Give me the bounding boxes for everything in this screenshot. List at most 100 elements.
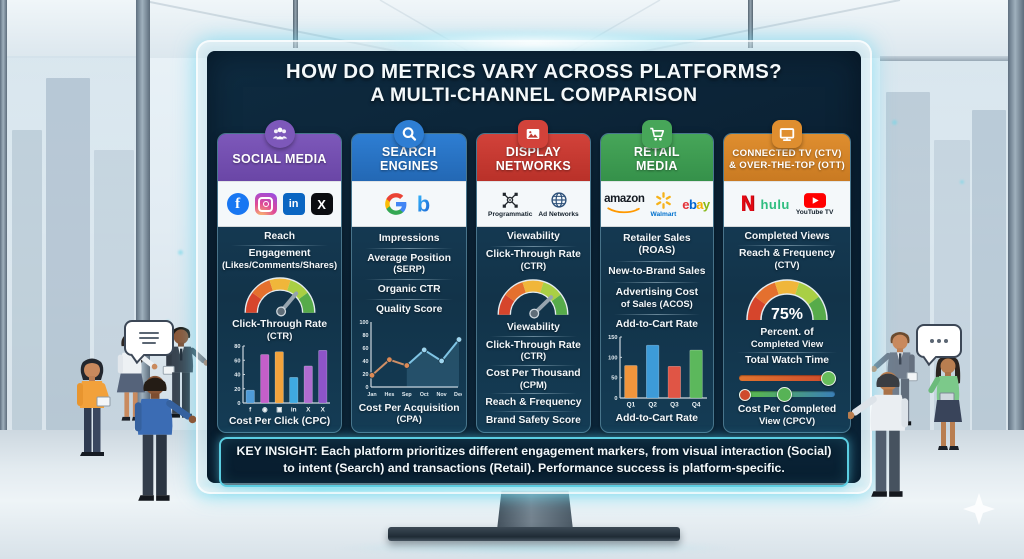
svg-text:60: 60 — [234, 358, 240, 364]
infographic-board: HOW DO METRICS VARY ACROSS PLATFORMS? A … — [207, 51, 861, 487]
svg-text:f: f — [249, 407, 252, 414]
programmatic-icon — [502, 192, 518, 208]
gauge-chart: 75% — [746, 279, 828, 323]
platform-logos-social-media: f in X — [218, 181, 342, 227]
metric-line: Viewability — [506, 231, 560, 243]
display-panel: HOW DO METRICS VARY ACROSS PLATFORMS? A … — [196, 30, 872, 494]
slider-left-knob[interactable] — [739, 388, 752, 401]
column-header-social-media: SOCIAL MEDIA — [218, 134, 342, 181]
metric-item: Completed Views — [728, 230, 846, 244]
monitor-base — [388, 527, 680, 541]
metric-line: (CTR) — [520, 350, 547, 362]
divider — [490, 336, 577, 338]
svg-text:Q4: Q4 — [692, 401, 701, 408]
divider — [737, 245, 837, 247]
svg-text:Jan: Jan — [368, 392, 377, 398]
bar-chart: 0 50 100 150 Q1 Q2 Q3 Q4 — [608, 335, 707, 408]
platform-logos-search-engines: b — [352, 181, 467, 227]
divider — [490, 364, 577, 366]
metric-line: Click-Through Rate — [232, 319, 328, 331]
metric-item: Cost Per Completed View (CPCV) — [728, 403, 846, 428]
metric-item: Impressions — [356, 232, 462, 246]
person-woman-green — [928, 355, 962, 450]
svg-text:20: 20 — [234, 387, 240, 393]
bar-chart-wrap: 0 50 100 150 Q1 Q2 Q3 Q4 — [605, 334, 709, 410]
programmatic-label: Programmatic — [488, 211, 533, 218]
adnetworks-icon — [550, 192, 567, 208]
metric-line: (CTV) — [774, 259, 800, 271]
column-retail-media: RETAIL MEDIA amazon Walmart ebay Retailer Sal… — [599, 120, 715, 433]
svg-text:Sep: Sep — [402, 392, 413, 398]
column-header-search-engines: SEARCH ENGINES — [352, 134, 467, 181]
key-insight-prefix: KEY INSIGHT: — [236, 444, 318, 458]
svg-text:100: 100 — [360, 320, 369, 326]
amazon-logo: amazon — [604, 193, 645, 214]
bar-chart-wrap: 0 20 40 60 80 f ◉ ▣ in X X — [222, 343, 337, 415]
svg-text:◉: ◉ — [262, 407, 268, 414]
person-woman-orange — [77, 358, 111, 456]
instagram-logo — [254, 193, 277, 215]
metric-line: (CPA) — [396, 413, 422, 425]
screen-glow — [200, 487, 864, 492]
svg-text:X: X — [320, 407, 325, 414]
slider-watch-time[interactable] — [739, 371, 837, 387]
adnetworks-label: Ad Networks — [538, 211, 579, 218]
slider-knob[interactable] — [821, 371, 837, 387]
metric-line: of Sales (ACOS) — [620, 297, 693, 309]
header-line: RETAIL — [633, 145, 680, 159]
facebook-logo: f — [226, 193, 249, 215]
slider-track — [739, 374, 835, 381]
page-title: HOW DO METRICS VARY ACROSS PLATFORMS? A … — [207, 51, 861, 107]
slider-knob[interactable] — [777, 387, 793, 403]
svg-text:0: 0 — [614, 396, 617, 402]
svg-text:Dec: Dec — [454, 392, 462, 398]
metric-item: Average Position (SERP) — [356, 252, 462, 277]
instagram-camera-icon — [258, 196, 274, 212]
key-insight-bar: KEY INSIGHT: Each platform prioritizes d… — [219, 437, 849, 487]
svg-text:▣: ▣ — [276, 407, 282, 414]
image-icon — [518, 120, 549, 148]
metric-line: Advertising Cost — [615, 287, 699, 299]
column-body-search-engines: Impressions Average Position (SERP) Organic… — [352, 227, 466, 432]
metric-item: Click-Through Rate (CTR) — [222, 318, 337, 343]
gauge-chart — [497, 279, 569, 319]
header-line: & OVER-THE-TOP (OTT) — [729, 159, 846, 171]
teal-dot — [178, 250, 183, 255]
header-line: SOCIAL MEDIA — [232, 151, 327, 166]
window-frame-post — [0, 0, 7, 500]
metric-line: (Likes/Comments/Shares) — [222, 258, 338, 270]
gauge-wrap: 75% — [728, 272, 846, 326]
svg-text:Hes: Hes — [385, 392, 395, 398]
header-line: MEDIA — [635, 158, 678, 173]
metric-line: Total Watch Time — [745, 355, 829, 367]
divider — [613, 260, 701, 262]
cart-icon — [641, 120, 672, 148]
divider — [490, 411, 577, 413]
metric-line: Reach — [264, 231, 296, 242]
amazon-wordmark: amazon — [604, 193, 645, 206]
metric-line: Impressions — [378, 232, 440, 244]
adnetworks-logo: Ad Networks — [538, 190, 579, 218]
metric-item: Cost Per Thousand (CPM) — [481, 367, 585, 392]
metric-item: Reach — [222, 230, 337, 244]
youtube-tv-label: YouTube TV — [795, 208, 834, 216]
svg-text:Q1: Q1 — [626, 401, 635, 408]
svg-text:Oct: Oct — [420, 392, 429, 398]
divider — [613, 313, 701, 315]
column-header-retail-media: RETAIL MEDIA — [600, 134, 714, 181]
column-body-display-networks: Viewability Click-Through Rate (CTR) Viewab… — [477, 227, 589, 432]
metric-item: Viewability — [481, 321, 585, 335]
metric-item: Add-to-Cart Rate — [605, 412, 709, 426]
metric-item: Brand Safety Score — [481, 414, 585, 428]
gauge-chart — [244, 277, 316, 317]
metric-line: Organic CTR — [377, 283, 441, 295]
suspension-rod-left — [293, 0, 298, 48]
metric-item: Click-Through Rate (CTR) — [481, 339, 585, 364]
metric-line: Average Position — [367, 252, 452, 264]
column-display-networks: DISPLAY NETWORKS Programmatic Ad Networks Vi… — [476, 120, 591, 433]
slider-cpcv[interactable] — [739, 387, 835, 403]
metric-line: Cost Per Acquisition — [358, 402, 460, 414]
svg-text:Q2: Q2 — [648, 401, 657, 408]
svg-text:80: 80 — [234, 344, 240, 350]
